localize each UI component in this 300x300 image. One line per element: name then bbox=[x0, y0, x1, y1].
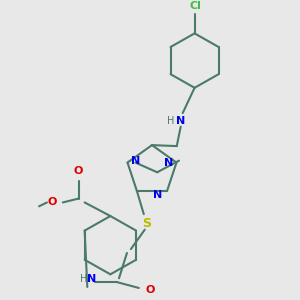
Text: H: H bbox=[80, 274, 87, 284]
Text: N: N bbox=[87, 274, 96, 284]
Text: N: N bbox=[153, 190, 162, 200]
Text: S: S bbox=[142, 217, 151, 230]
Text: O: O bbox=[47, 197, 57, 207]
Text: O: O bbox=[145, 285, 154, 295]
Text: O: O bbox=[74, 166, 83, 176]
Text: N: N bbox=[131, 156, 140, 166]
Text: H: H bbox=[167, 116, 175, 126]
Text: N: N bbox=[164, 158, 173, 168]
Text: N: N bbox=[176, 116, 185, 126]
Text: Cl: Cl bbox=[190, 1, 202, 11]
